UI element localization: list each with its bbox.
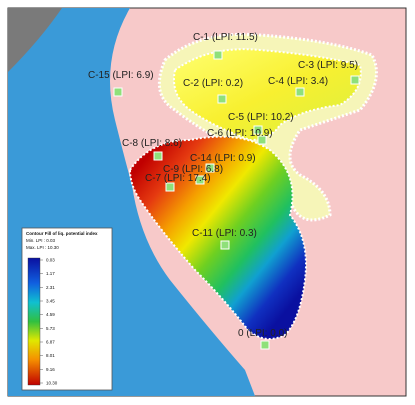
legend-tick-label: 3.45 — [46, 299, 55, 304]
color-bar — [27, 257, 41, 386]
site-marker — [350, 75, 360, 85]
site-marker — [295, 87, 305, 97]
site-marker — [195, 175, 205, 185]
site-marker — [253, 125, 263, 135]
legend-tick-label: 9.16 — [46, 367, 55, 372]
site-marker — [260, 340, 270, 350]
site-labels: C-1 (LPI: 11.5) C-3 (LPI: 9.5) C-15 (LPI: … — [88, 32, 360, 350]
site-marker — [165, 182, 175, 192]
site-label: C-9 (LPI: 6.8) — [163, 164, 223, 175]
legend: Contour Fill of liq. potential index Min… — [21, 227, 113, 391]
legend-tick-label: 6.87 — [46, 340, 55, 345]
legend-tick-label: 8.01 — [46, 353, 55, 358]
site-marker — [153, 151, 163, 161]
legend-tick-label: 2.31 — [46, 285, 55, 290]
legend-tick-label: 5.73 — [46, 326, 55, 331]
site-label: C-7 (LPI: 17.4) — [145, 173, 211, 184]
site-label: C-6 (LPI: 10.9) — [207, 128, 273, 139]
legend-max: Max. LPI : 10.30 — [26, 245, 59, 250]
legend-tick-label: 0.03 — [46, 258, 55, 263]
site-label: C-4 (LPI: 3.4) — [268, 76, 328, 87]
site-marker — [213, 50, 223, 60]
site-marker — [113, 87, 123, 97]
site-marker — [217, 94, 227, 104]
site-label: C-14 (LPI: 0.9) — [190, 153, 256, 164]
legend-tick-label: 10.30 — [46, 381, 58, 386]
legend-tick-label: 4.59 — [46, 312, 55, 317]
site-marker — [205, 163, 215, 173]
site-label: C-5 (LPI: 10.2) — [228, 112, 294, 123]
site-label: C-3 (LPI: 9.5) — [298, 60, 358, 71]
north-zone — [173, 48, 362, 142]
site-label: 0 (LPI: 0.0) — [238, 328, 287, 339]
site-label: C-15 (LPI: 6.9) — [88, 70, 154, 81]
site-label: C-2 (LPI: 0.2) — [183, 78, 243, 89]
legend-min: Min. LPI : 0.03 — [26, 238, 56, 243]
legend-title: Contour Fill of liq. potential index — [26, 231, 98, 236]
site-label: C-11 (LPI: 0.3) — [192, 228, 257, 239]
legend-ticks: 0.03 1.17 2.31 3.45 4.59 5.73 6.87 8.01 9.16 10.3… — [40, 258, 58, 386]
site-label: C-8 (LPI: 8.6) — [122, 138, 182, 149]
site-label: C-1 (LPI: 11.5) — [193, 32, 258, 43]
site-marker — [257, 135, 267, 145]
legend-tick-label: 1.17 — [46, 271, 55, 276]
site-marker — [220, 240, 230, 250]
gray-area — [8, 8, 62, 72]
